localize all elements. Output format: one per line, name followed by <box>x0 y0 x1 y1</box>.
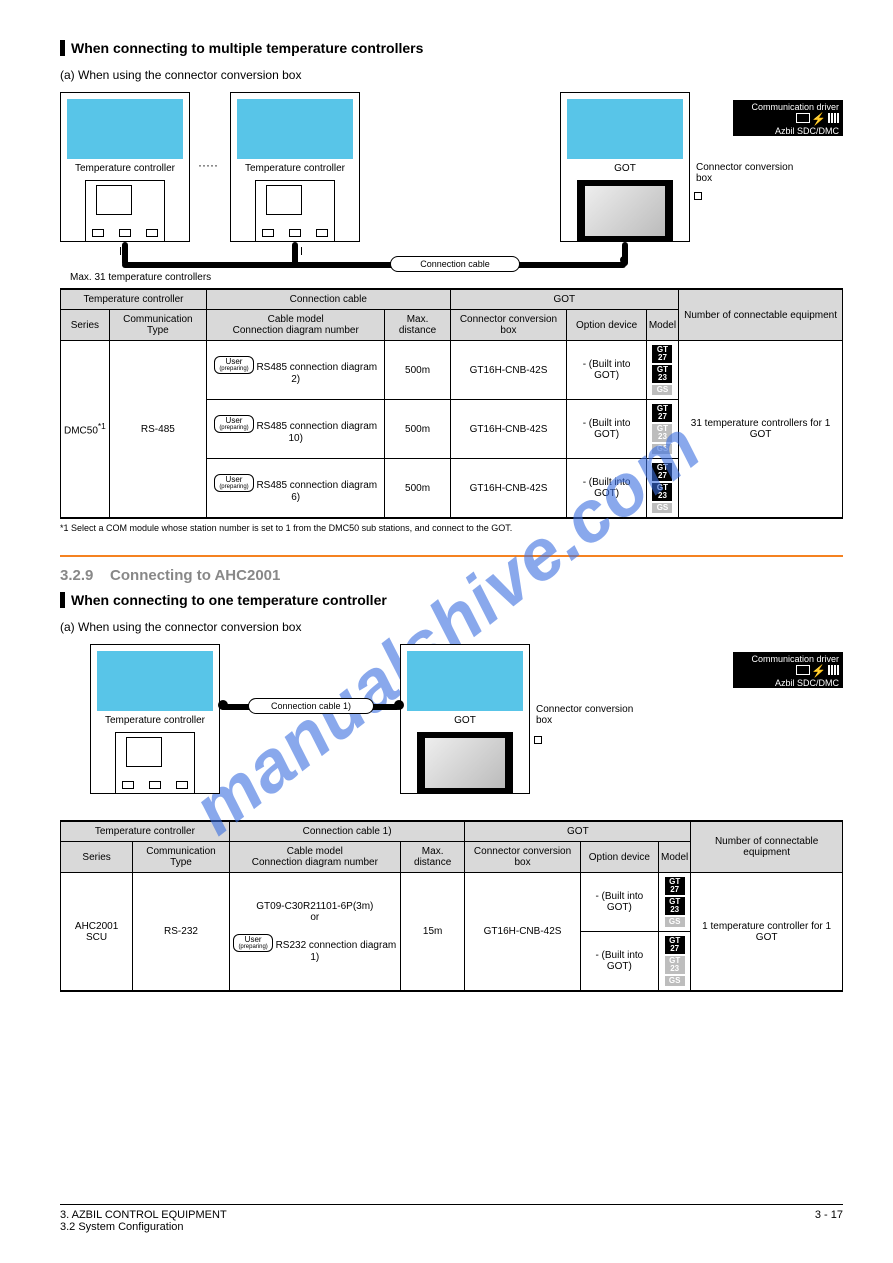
th-ccb: Connector conversion box <box>465 842 580 873</box>
th-tc: Temperature controller <box>61 289 207 310</box>
ellipsis-icon: ····· <box>198 158 218 172</box>
sec1-table: Temperature controller Connection cable … <box>60 288 843 519</box>
th-comm: Communication Type <box>133 842 230 873</box>
orange-divider <box>60 555 843 557</box>
conn-box-icon <box>534 736 542 744</box>
sec1-footnote: *1 Select a COM module whose station num… <box>60 523 843 533</box>
conn-box-label: Connector conversion box <box>696 162 796 184</box>
th-cab: Cable model Connection diagram number <box>206 310 385 341</box>
th-dist: Max. distance <box>385 310 450 341</box>
conn-box-icon <box>694 192 702 200</box>
got-icon <box>577 180 673 242</box>
sec1-diagram: Communication driver ⚡ Azbil SDC/DMC Tem… <box>60 92 843 282</box>
conn-box-label: Connector conversion box <box>536 704 636 726</box>
comm-badge: Communication driver ⚡ Azbil SDC/DMC <box>733 652 843 688</box>
got-icon <box>417 732 513 794</box>
th-tc: Temperature controller <box>61 821 230 842</box>
controller-icon <box>255 180 335 242</box>
th-model: Model <box>659 842 691 873</box>
th-model: Model <box>646 310 678 341</box>
th-series: Series <box>61 310 110 341</box>
sec2-table: Temperature controller Connection cable … <box>60 820 843 992</box>
th-cc: Connection cable 1) <box>229 821 465 842</box>
range-bracket <box>120 247 302 255</box>
ctrl2-label: Temperature controller <box>231 163 359 174</box>
comm-badge-title: Communication driver <box>737 654 839 664</box>
th-got: GOT <box>450 289 679 310</box>
max-ctrl-label: Max. 31 temperature controllers <box>70 272 211 283</box>
got-label: GOT <box>401 715 529 726</box>
footer-l1: 3. AZBIL CONTROL EQUIPMENT <box>60 1209 227 1221</box>
th-series: Series <box>61 842 133 873</box>
cable-label: Connection cable <box>390 256 520 272</box>
th-opt: Option device <box>580 842 658 873</box>
sec2-number: 3.2.9 Connecting to AHC2001 <box>60 567 843 584</box>
th-cab: Cable model Connection diagram number <box>229 842 400 873</box>
th-n: Number of connectable equipment <box>691 821 843 873</box>
th-n: Number of connectable equipment <box>679 289 843 341</box>
comm-badge-name: Azbil SDC/DMC <box>737 678 839 688</box>
th-ccb: Connector conversion box <box>450 310 567 341</box>
th-got: GOT <box>465 821 691 842</box>
comm-badge-icon: ⚡ <box>796 112 839 126</box>
sec1-sub: (a) When using the connector conversion … <box>60 68 843 82</box>
sec2-diagram: Communication driver ⚡ Azbil SDC/DMC Tem… <box>60 644 843 814</box>
comm-badge-icon: ⚡ <box>796 664 839 678</box>
footer-page: 3 - 17 <box>815 1209 843 1233</box>
sec2-heading: When connecting to one temperature contr… <box>60 592 843 608</box>
sec2-sub: (a) When using the connector conversion … <box>60 620 843 634</box>
sec1-heading: When connecting to multiple temperature … <box>60 40 843 56</box>
th-comm: Communication Type <box>109 310 206 341</box>
page-footer: 3. AZBIL CONTROL EQUIPMENT 3.2 System Co… <box>60 1204 843 1233</box>
comm-badge-name: Azbil SDC/DMC <box>737 126 839 136</box>
comm-badge: Communication driver ⚡ Azbil SDC/DMC <box>733 100 843 136</box>
cable-label: Connection cable 1) <box>248 698 374 714</box>
controller-icon <box>115 732 195 794</box>
th-opt: Option device <box>567 310 646 341</box>
controller-icon <box>85 180 165 242</box>
th-cc: Connection cable <box>206 289 450 310</box>
got-label: GOT <box>561 163 689 174</box>
footer-l2: 3.2 System Configuration <box>60 1221 227 1233</box>
th-dist: Max. distance <box>400 842 465 873</box>
ctrl-label: Temperature controller <box>91 715 219 726</box>
comm-badge-title: Communication driver <box>737 102 839 112</box>
ctrl1-label: Temperature controller <box>61 163 189 174</box>
